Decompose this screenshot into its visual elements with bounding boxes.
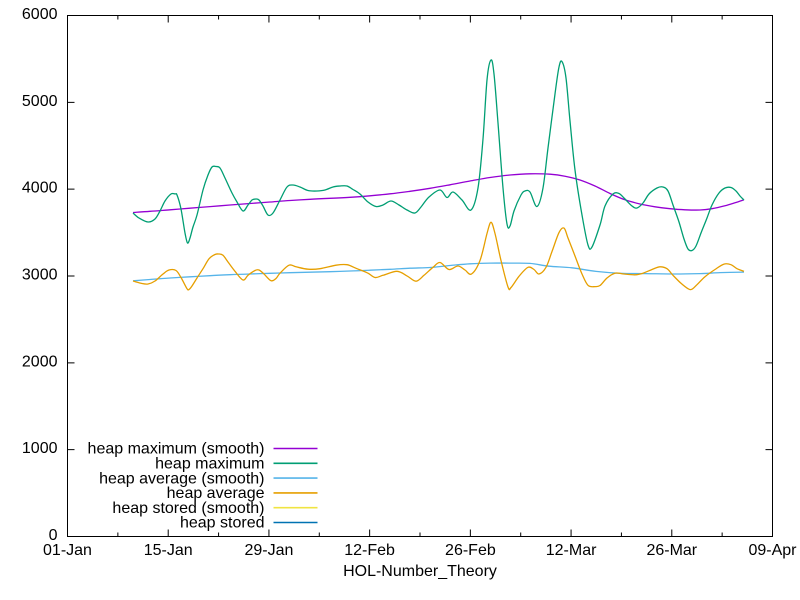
svg-text:15-Jan: 15-Jan — [144, 542, 193, 559]
svg-text:01-Jan: 01-Jan — [43, 542, 92, 559]
svg-text:4000: 4000 — [22, 180, 58, 197]
svg-text:heap average: heap average — [167, 485, 265, 502]
svg-text:26-Mar: 26-Mar — [646, 542, 697, 559]
svg-text:12-Feb: 12-Feb — [344, 542, 395, 559]
svg-text:29-Jan: 29-Jan — [244, 542, 293, 559]
svg-text:12-Mar: 12-Mar — [546, 542, 597, 559]
svg-text:3000: 3000 — [22, 267, 58, 284]
svg-text:HOL-Number_Theory: HOL-Number_Theory — [343, 563, 497, 580]
svg-text:09-Apr: 09-Apr — [748, 542, 797, 559]
svg-text:2000: 2000 — [22, 353, 58, 370]
svg-text:1000: 1000 — [22, 440, 58, 457]
svg-text:heap maximum: heap maximum — [155, 456, 264, 473]
svg-text:heap stored: heap stored — [180, 515, 265, 532]
svg-text:26-Feb: 26-Feb — [445, 542, 496, 559]
svg-text:6000: 6000 — [22, 6, 58, 23]
svg-text:heap maximum (smooth): heap maximum (smooth) — [88, 441, 265, 458]
svg-text:heap average (smooth): heap average (smooth) — [99, 470, 264, 487]
svg-text:0: 0 — [49, 527, 58, 544]
svg-text:heap stored (smooth): heap stored (smooth) — [112, 500, 264, 517]
svg-text:5000: 5000 — [22, 93, 58, 110]
